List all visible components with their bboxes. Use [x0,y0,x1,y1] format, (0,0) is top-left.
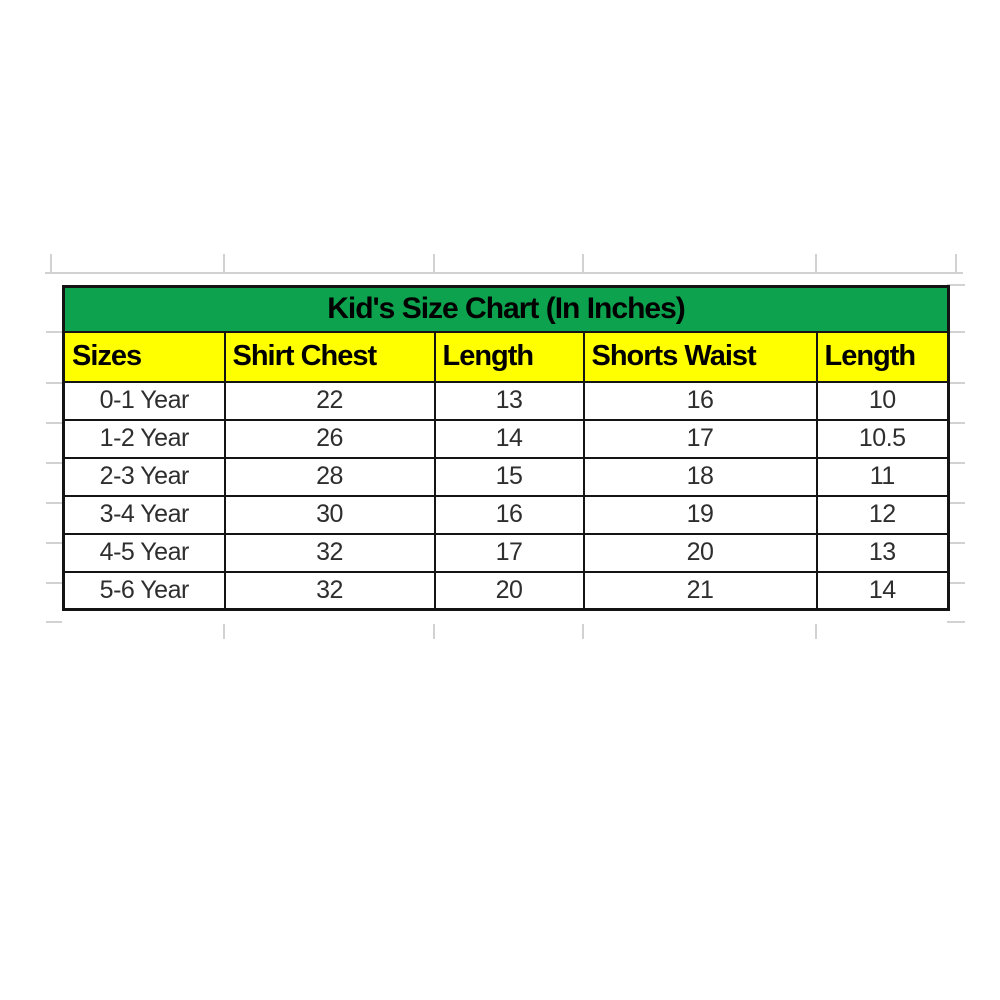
value-cell: 12 [815,494,950,535]
value-cell: 32 [223,532,436,573]
value-cell: 20 [433,570,585,611]
value-cell: 17 [433,532,585,573]
gridline-left-stub [46,542,62,544]
gridline-top-tick [50,254,52,272]
gridline-right-stub [947,502,965,504]
value-cell: 16 [433,494,585,535]
gridline-bottom-tick [582,624,584,639]
table-row-4-5-year: 4-5 Year 32 17 20 13 [62,532,950,573]
table-row-2-3-year: 2-3 Year 28 15 18 11 [62,456,950,497]
column-header-sizes: Sizes [62,330,226,383]
gridline-top-tick [582,254,584,272]
table-row-3-4-year: 3-4 Year 30 16 19 12 [62,494,950,535]
gridline-right-stub [947,382,965,384]
gridline-right-stub [947,542,965,544]
value-cell: 28 [223,456,436,497]
column-header-shorts-waist: Shorts Waist [582,330,818,383]
gridline-top-tick [815,254,817,272]
value-cell: 10 [815,380,950,421]
gridline-bottom-tick [815,624,817,639]
table-row-5-6-year: 5-6 Year 32 20 21 14 [62,570,950,611]
value-cell: 16 [582,380,818,421]
value-cell: 14 [815,570,950,611]
value-cell: 20 [582,532,818,573]
gridline-bottom-tick [433,624,435,639]
gridline-right-stub [947,462,965,464]
table-title: Kid's Size Chart (In Inches) [62,285,950,333]
value-cell: 32 [223,570,436,611]
row-label-cell: 4-5 Year [62,532,226,573]
table-header-row: Sizes Shirt Chest Length Shorts Waist Le… [62,330,950,383]
gridline-left-stub [46,621,62,623]
gridline-right-stub [947,582,965,584]
value-cell: 22 [223,380,436,421]
row-label-cell: 1-2 Year [62,418,226,459]
value-cell: 11 [815,456,950,497]
table-title-row: Kid's Size Chart (In Inches) [62,285,950,333]
value-cell: 18 [582,456,818,497]
gridline-right-stub [947,331,965,333]
value-cell: 26 [223,418,436,459]
value-cell: 10.5 [815,418,950,459]
value-cell: 14 [433,418,585,459]
gridline-left-stub [46,331,62,333]
value-cell: 13 [815,532,950,573]
gridline-top-tick [223,254,225,272]
value-cell: 13 [433,380,585,421]
value-cell: 30 [223,494,436,535]
column-header-shirt-chest: Shirt Chest [223,330,436,383]
table-row-1-2-year: 1-2 Year 26 14 17 10.5 [62,418,950,459]
gridline-right-stub [947,621,965,623]
row-label-cell: 5-6 Year [62,570,226,611]
column-header-shorts-length: Length [815,330,950,383]
gridline-left-stub [46,582,62,584]
gridline-top-tick [433,254,435,272]
gridline-left-stub [46,462,62,464]
gridline-right-stub [947,422,965,424]
value-cell: 15 [433,456,585,497]
size-chart-table: Kid's Size Chart (In Inches) Sizes Shirt… [62,285,950,611]
gridline-top-horizontal [45,272,963,274]
value-cell: 19 [582,494,818,535]
row-label-cell: 0-1 Year [62,380,226,421]
gridline-left-stub [46,382,62,384]
gridline-top-tick [955,254,957,272]
value-cell: 21 [582,570,818,611]
column-header-shirt-length: Length [433,330,585,383]
row-label-cell: 2-3 Year [62,456,226,497]
gridline-right-stub [947,284,965,286]
gridline-bottom-tick [223,624,225,639]
gridline-left-stub [46,502,62,504]
gridline-left-stub [46,422,62,424]
table-row-0-1-year: 0-1 Year 22 13 16 10 [62,380,950,421]
row-label-cell: 3-4 Year [62,494,226,535]
value-cell: 17 [582,418,818,459]
